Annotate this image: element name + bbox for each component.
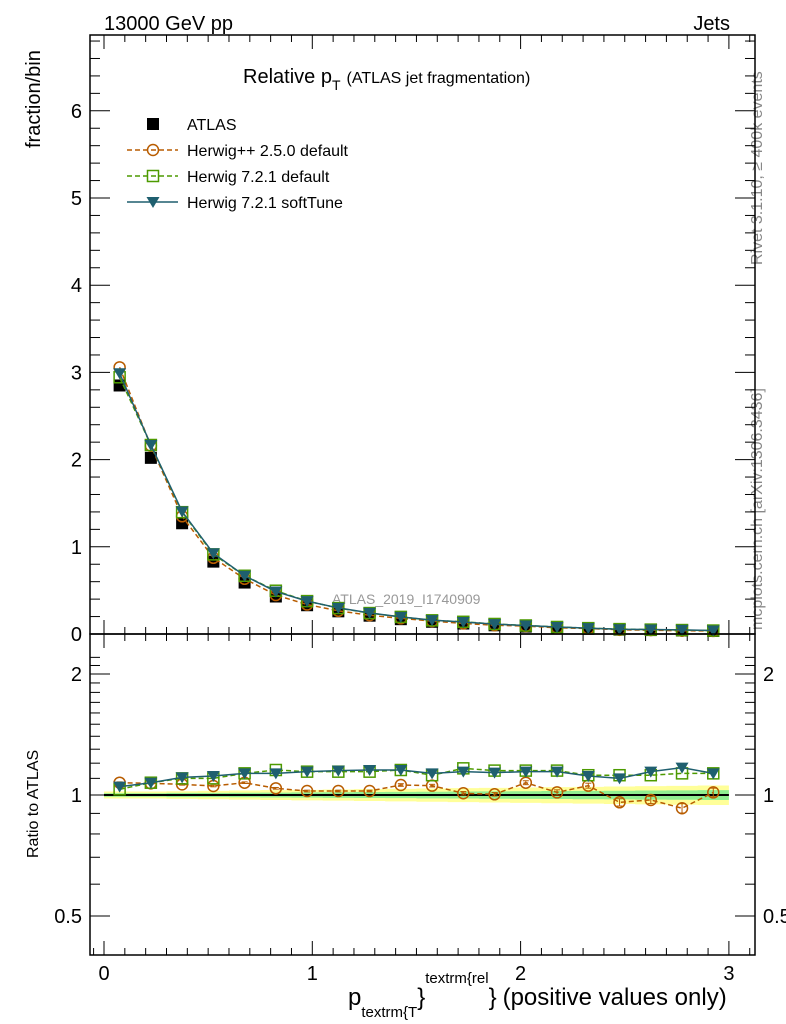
legend-label: Herwig 7.2.1 softTune xyxy=(187,195,343,212)
y-tick-label: 3 xyxy=(71,362,82,384)
ratio-series-point xyxy=(300,784,314,798)
series-point xyxy=(613,624,627,636)
plot-title: Relative pT (ATLAS jet fragmentation) xyxy=(243,66,530,93)
ratio-series-point xyxy=(644,793,658,807)
ratio-series-point xyxy=(581,770,595,782)
ratio-series-point xyxy=(238,768,252,780)
series-point xyxy=(706,625,720,637)
y-tick-label: 5 xyxy=(71,188,82,210)
header-left: 13000 GeV pp xyxy=(104,13,233,35)
ratio-series-point xyxy=(707,786,720,799)
ratio-series-point xyxy=(550,766,564,778)
series-point xyxy=(300,596,314,608)
legend-marker xyxy=(146,197,160,208)
x-axis-label: ptextrm{T}textrm{rel} (positive values on… xyxy=(348,970,727,1021)
ratio-series-point xyxy=(457,787,470,800)
ratio-series-point xyxy=(550,786,564,799)
series-point xyxy=(456,617,470,629)
ratio-series-point xyxy=(269,782,283,795)
header-right: Jets xyxy=(693,13,730,35)
series-point xyxy=(425,615,439,627)
ratio-series-point xyxy=(613,796,626,809)
ratio-series-point xyxy=(144,777,158,789)
main-plot: 0 1 2 3 4 5 6 xyxy=(71,34,756,955)
ratio-series-point xyxy=(332,784,345,798)
y-tick-label: 4 xyxy=(71,275,82,297)
series-line xyxy=(118,373,714,632)
ratio-series-point xyxy=(269,768,283,780)
ratio-series-point xyxy=(488,767,502,779)
series-point xyxy=(644,624,658,636)
series-point xyxy=(175,506,189,518)
legend-marker-atlas xyxy=(147,118,159,130)
y-tick-label: 0 xyxy=(71,624,82,646)
ratio-series-point xyxy=(706,768,720,780)
ratio-series-point xyxy=(456,766,470,778)
ratio-series-point xyxy=(488,788,501,801)
series-point xyxy=(238,570,252,582)
series-point xyxy=(144,439,158,451)
ratio-series-point xyxy=(206,770,220,782)
series-point xyxy=(519,620,533,632)
x-tick-label: 2 xyxy=(515,963,526,985)
atlas-data-point xyxy=(238,576,251,589)
ratio-series-point xyxy=(675,801,689,815)
ratio-series-point xyxy=(113,781,127,793)
series-point xyxy=(206,548,220,560)
ratio-series-point xyxy=(331,765,345,777)
y-tick-label: 2 xyxy=(71,450,82,472)
ratio-series-point xyxy=(519,766,533,778)
series-point xyxy=(331,602,345,614)
ratio-series-point xyxy=(644,766,658,778)
ratio-plot: 0 1 2 3 0.5 0.5 1 1 2 2 xyxy=(54,633,786,985)
legend: ATLAS Herwig++ 2.5.0 default Herwig 7.2.1 … xyxy=(127,117,349,212)
x-tick-label: 3 xyxy=(723,963,734,985)
atlas-data-point xyxy=(207,555,220,568)
ratio-series-point xyxy=(175,772,189,784)
series-point xyxy=(113,368,127,380)
legend-marker xyxy=(146,169,160,183)
legend-marker xyxy=(146,143,160,157)
y-axis-label-top: fraction/bin xyxy=(23,50,45,148)
ratio-y-tick-label: 1 xyxy=(71,785,82,807)
ratio-series-point xyxy=(675,762,689,774)
y-tick-label: 1 xyxy=(71,537,82,559)
series-point xyxy=(394,611,408,623)
mcplots-credit: mcplots.cern.ch [arXiv:1306.3436] xyxy=(749,388,766,630)
ratio-series-point xyxy=(394,778,408,792)
x-tick-label: 0 xyxy=(98,963,109,985)
ratio-series-point xyxy=(363,764,377,776)
ratio-y-tick-label: 2 xyxy=(71,664,82,686)
ratio-series-point xyxy=(613,773,627,785)
y-axis-label-ratio: Ratio to ATLAS xyxy=(25,750,42,858)
analysis-watermark: ATLAS_2019_I1740909 xyxy=(332,591,481,607)
x-tick-label: 1 xyxy=(307,963,318,985)
series-point xyxy=(550,622,564,634)
legend-label: Herwig 7.2.1 default xyxy=(187,169,330,186)
ratio-y-tick-label-right: 0.5 xyxy=(763,906,786,928)
series-point xyxy=(581,623,595,635)
ratio-series-point xyxy=(300,766,314,778)
ratio-series-point xyxy=(363,784,376,798)
ratio-series-point xyxy=(394,764,408,776)
atlas-data-point xyxy=(144,451,157,464)
series-point xyxy=(488,619,502,631)
ratio-series-point xyxy=(425,768,439,780)
legend-label: Herwig++ 2.5.0 default xyxy=(187,143,349,160)
ratio-y-tick-label: 0.5 xyxy=(54,906,82,928)
ratio-y-tick-label-right: 2 xyxy=(763,664,774,686)
series-point xyxy=(363,607,377,619)
ratio-series-line xyxy=(119,766,714,788)
y-tick-label: 6 xyxy=(71,101,82,123)
series-point xyxy=(675,624,689,636)
legend-label: ATLAS xyxy=(187,117,237,134)
ratio-y-tick-label-right: 1 xyxy=(763,785,774,807)
rivet-version: Rivet 3.1.10, ≥ 400k events xyxy=(749,71,766,265)
series-point xyxy=(269,586,283,598)
